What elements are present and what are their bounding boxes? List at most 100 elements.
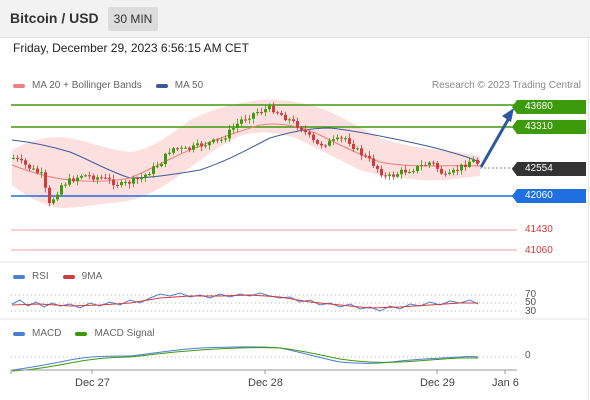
x-axis-label-dec29: Dec 29 [420, 377, 455, 389]
candle-body [376, 165, 379, 169]
instrument-title: Bitcoin / USD [10, 10, 99, 26]
macd-line [11, 346, 479, 371]
candle-body [100, 177, 103, 179]
support-3-price-label: 41060 [525, 245, 553, 256]
macd-legend-label: MACD [32, 328, 62, 339]
candle-body [32, 168, 35, 170]
candle-body [416, 166, 419, 172]
rsi-ma-line [11, 294, 478, 309]
panel-border [588, 38, 589, 400]
candle-body [336, 137, 339, 140]
candle-body [308, 132, 311, 135]
candle-body [260, 112, 263, 114]
candle-body [436, 162, 439, 169]
candle-body [248, 118, 251, 120]
candle-body [236, 123, 239, 128]
x-axis-label-dec28: Dec 28 [248, 377, 283, 389]
ma20-swatch [13, 83, 25, 88]
candle-body [172, 148, 175, 153]
candle-body [96, 177, 99, 180]
resistance-2-price-tag: 43680 [512, 100, 586, 114]
candle-body [320, 143, 323, 146]
candle-body [20, 158, 23, 161]
candle-body [120, 182, 123, 186]
candle-body [156, 166, 159, 168]
candle-body [440, 168, 443, 174]
candle-body [432, 162, 435, 164]
main-legend: MA 20 + Bollinger Bands MA 50 [13, 80, 203, 91]
candle-body [24, 160, 27, 165]
candle-body [396, 174, 399, 177]
candle-body [328, 140, 331, 146]
candle-body [148, 173, 151, 175]
candle-body [36, 168, 39, 173]
rsi-legend: RSI 9MA [13, 271, 102, 282]
chart-header: Bitcoin / USD 30 MIN [0, 0, 590, 38]
candle-body [64, 184, 67, 186]
candle-body [224, 138, 227, 140]
candle-body [456, 169, 459, 171]
support-2-price-label: 41430 [525, 224, 553, 235]
candle-body [240, 119, 243, 124]
candle-body [404, 169, 407, 173]
candle-body [476, 159, 479, 164]
candle-body [272, 105, 275, 113]
candle-body [76, 177, 79, 182]
candle-body [144, 174, 147, 178]
candle-body [244, 119, 247, 121]
projection-arrowhead [502, 108, 514, 122]
timeframe-button[interactable]: 30 MIN [108, 7, 158, 31]
last-price-tag: 42554 [512, 162, 586, 176]
candle-body [472, 159, 475, 162]
rsi-swatch [13, 274, 25, 279]
candle-body [420, 165, 423, 167]
projection-arrow [479, 117, 511, 168]
candle-body [460, 164, 463, 171]
candle-body [168, 152, 171, 154]
rsi-line [11, 292, 479, 312]
rsi-level-70-label: 70 [525, 289, 537, 300]
candle-body [16, 157, 19, 159]
candle-body [52, 199, 55, 204]
candle-body [136, 177, 139, 180]
candle-body [300, 127, 303, 130]
resistance-1-price-tag: 43310 [512, 120, 586, 134]
candle-body [292, 119, 295, 122]
candle-body [164, 153, 167, 164]
candle-body [372, 158, 375, 166]
candle-body [452, 169, 455, 173]
candle-body [424, 165, 427, 167]
candle-body [408, 172, 411, 174]
candle-body [384, 175, 387, 177]
candle-body [60, 185, 63, 195]
candle-body [80, 175, 83, 178]
ma50-swatch [155, 83, 168, 88]
candle-body [200, 143, 203, 147]
candle-body [428, 162, 431, 166]
macd-legend: MACD MACD Signal [13, 328, 154, 339]
candle-body [228, 129, 231, 139]
candle-body [312, 134, 315, 141]
candle-body [204, 145, 207, 147]
candle-body [344, 138, 347, 140]
candle-body [468, 161, 471, 167]
x-axis-label-dec27: Dec 27 [75, 377, 110, 389]
candle-body [124, 181, 127, 183]
candle-body [464, 164, 467, 167]
candle-body [264, 109, 267, 113]
candle-body [400, 169, 403, 175]
rsi-level-30-label: 30 [525, 306, 537, 317]
rsi-ma-legend-label: 9MA [81, 271, 103, 282]
candle-body [444, 173, 447, 175]
candle-body [316, 140, 319, 144]
candle-body [196, 143, 199, 146]
candle-body [184, 147, 187, 149]
candle-body [44, 172, 47, 188]
candle-body [296, 121, 299, 128]
ma20-legend-label: MA 20 + Bollinger Bands [32, 80, 142, 91]
x-axis-label-jan6: Jan 6 [492, 377, 519, 389]
rsi-legend-label: RSI [32, 271, 49, 282]
candle-body [40, 172, 43, 174]
candle-body [412, 171, 415, 173]
